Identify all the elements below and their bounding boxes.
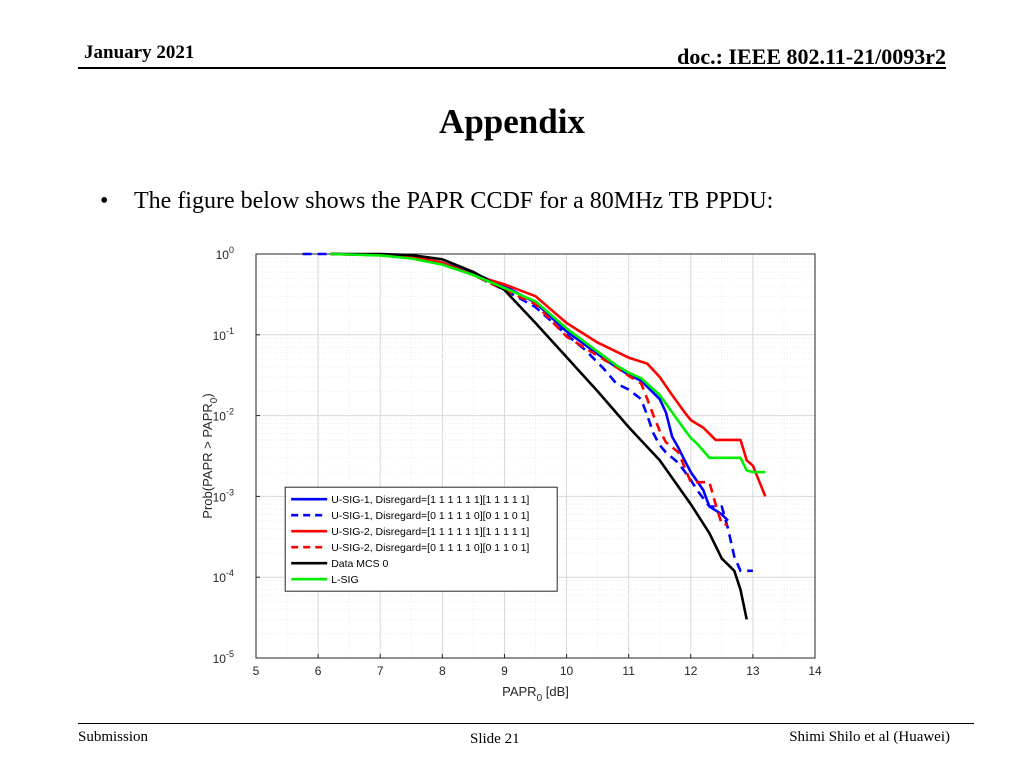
footer-slide-number: Slide 21 <box>470 731 520 747</box>
footer-divider <box>78 723 974 724</box>
footer-submission: Submission <box>78 729 149 745</box>
header-date: January 2021 <box>84 42 195 63</box>
footer-author: Shimi Shilo et al (Huawei) <box>789 729 950 745</box>
header-divider <box>78 67 946 69</box>
bullet-item: • The figure below shows the PAPR CCDF fo… <box>100 188 773 215</box>
header-doc-id: doc.: IEEE 802.11-21/0093r2 <box>677 44 946 69</box>
papr-ccdf-chart: 5 6 7 8 9 10 11 12 13 14 100 10-1 10-2 10-3 10-4 10-5 PA… <box>190 240 840 710</box>
legend-label: U-SIG-1, Disregard=[0 1 1 1 1 0][0 1 1 0… <box>331 510 529 522</box>
series-line-4 <box>330 252 728 526</box>
bullet-dot-icon: • <box>100 188 109 214</box>
y-tick-label: 10-3 <box>213 487 234 504</box>
x-tick-label: 7 <box>377 664 384 678</box>
series-line-6 <box>330 252 766 474</box>
legend-label: U-SIG-2, Disregard=[1 1 1 1 1 1][1 1 1 1… <box>331 526 529 538</box>
bullet-text: The figure below shows the PAPR CCDF for… <box>134 188 774 214</box>
legend-label: L-SIG <box>331 574 358 586</box>
x-tick-label: 5 <box>253 664 260 678</box>
y-tick-label: 10-2 <box>213 407 234 424</box>
x-tick-label: 11 <box>622 664 635 678</box>
y-tick-label: 10-5 <box>213 649 234 666</box>
legend-label: Data MCS 0 <box>331 558 388 570</box>
x-axis-label: PAPR0 [dB] <box>502 684 569 704</box>
chart-svg: 5 6 7 8 9 10 11 12 13 14 100 10-1 10-2 10-3 10-4 10-5 PA… <box>200 245 822 704</box>
y-axis-label: Prob(PAPR > PAPR0) <box>200 393 220 518</box>
x-tick-label: 8 <box>439 664 446 678</box>
x-tick-label: 9 <box>501 664 508 678</box>
legend-label: U-SIG-2, Disregard=[0 1 1 1 1 0][0 1 1 0… <box>331 542 529 554</box>
legend-label: U-SIG-1, Disregard=[1 1 1 1 1 1][1 1 1 1… <box>331 494 529 506</box>
x-tick-label: 13 <box>746 664 760 678</box>
slide-title: Appendix <box>439 102 585 141</box>
x-tick-label: 14 <box>808 664 822 678</box>
legend-box <box>284 486 558 592</box>
x-tick-label: 6 <box>315 664 322 678</box>
plot-frame <box>255 253 816 659</box>
x-tick-label: 12 <box>684 664 698 678</box>
y-tick-label: 10-1 <box>213 326 234 343</box>
series-line-5 <box>330 252 748 620</box>
y-tick-label: 100 <box>216 245 234 262</box>
x-tick-label: 10 <box>560 664 574 678</box>
y-tick-label: 10-4 <box>213 568 234 585</box>
